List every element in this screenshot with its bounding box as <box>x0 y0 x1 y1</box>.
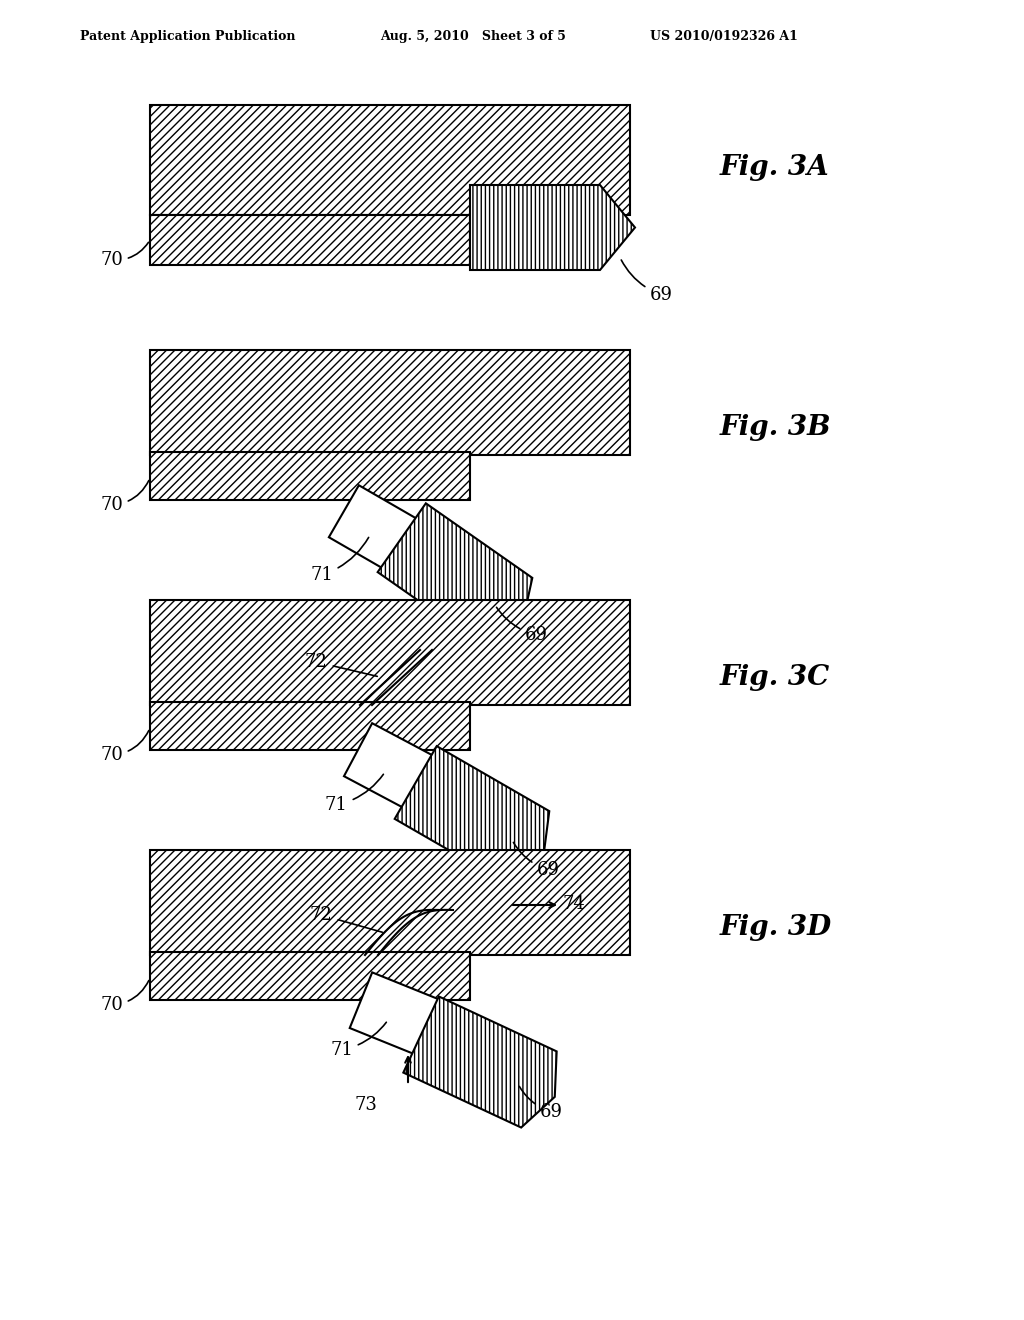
Text: 70: 70 <box>100 730 148 764</box>
Text: 72: 72 <box>310 906 382 932</box>
Text: 71: 71 <box>330 1022 386 1059</box>
Text: 70: 70 <box>100 243 148 269</box>
FancyBboxPatch shape <box>150 215 470 265</box>
Text: 71: 71 <box>310 537 369 583</box>
Polygon shape <box>394 746 549 884</box>
Text: Fig. 3B: Fig. 3B <box>720 414 831 441</box>
Polygon shape <box>378 503 532 647</box>
Text: Aug. 5, 2010   Sheet 3 of 5: Aug. 5, 2010 Sheet 3 of 5 <box>380 30 566 44</box>
Text: Fig. 3A: Fig. 3A <box>720 154 829 181</box>
Polygon shape <box>329 486 441 585</box>
Polygon shape <box>344 723 456 821</box>
FancyBboxPatch shape <box>150 451 470 500</box>
Polygon shape <box>403 997 557 1127</box>
FancyBboxPatch shape <box>150 350 630 455</box>
Text: Fig. 3D: Fig. 3D <box>720 913 833 941</box>
Text: 73: 73 <box>355 1096 378 1114</box>
Polygon shape <box>350 973 460 1064</box>
Text: 71: 71 <box>325 775 383 814</box>
Text: 74: 74 <box>562 895 585 913</box>
Text: Patent Application Publication: Patent Application Publication <box>80 30 296 44</box>
Text: 69: 69 <box>519 1086 563 1121</box>
Text: 69: 69 <box>497 607 548 644</box>
Text: 70: 70 <box>100 981 148 1014</box>
FancyBboxPatch shape <box>150 601 630 705</box>
Polygon shape <box>470 185 635 271</box>
Text: 69: 69 <box>622 260 673 304</box>
FancyBboxPatch shape <box>150 952 470 1001</box>
FancyBboxPatch shape <box>150 106 630 215</box>
Text: 69: 69 <box>513 842 560 879</box>
Text: 70: 70 <box>100 480 148 513</box>
Text: Fig. 3C: Fig. 3C <box>720 664 830 690</box>
Text: 72: 72 <box>305 653 377 676</box>
FancyBboxPatch shape <box>150 702 470 750</box>
Text: US 2010/0192326 A1: US 2010/0192326 A1 <box>650 30 798 44</box>
FancyBboxPatch shape <box>150 850 630 954</box>
